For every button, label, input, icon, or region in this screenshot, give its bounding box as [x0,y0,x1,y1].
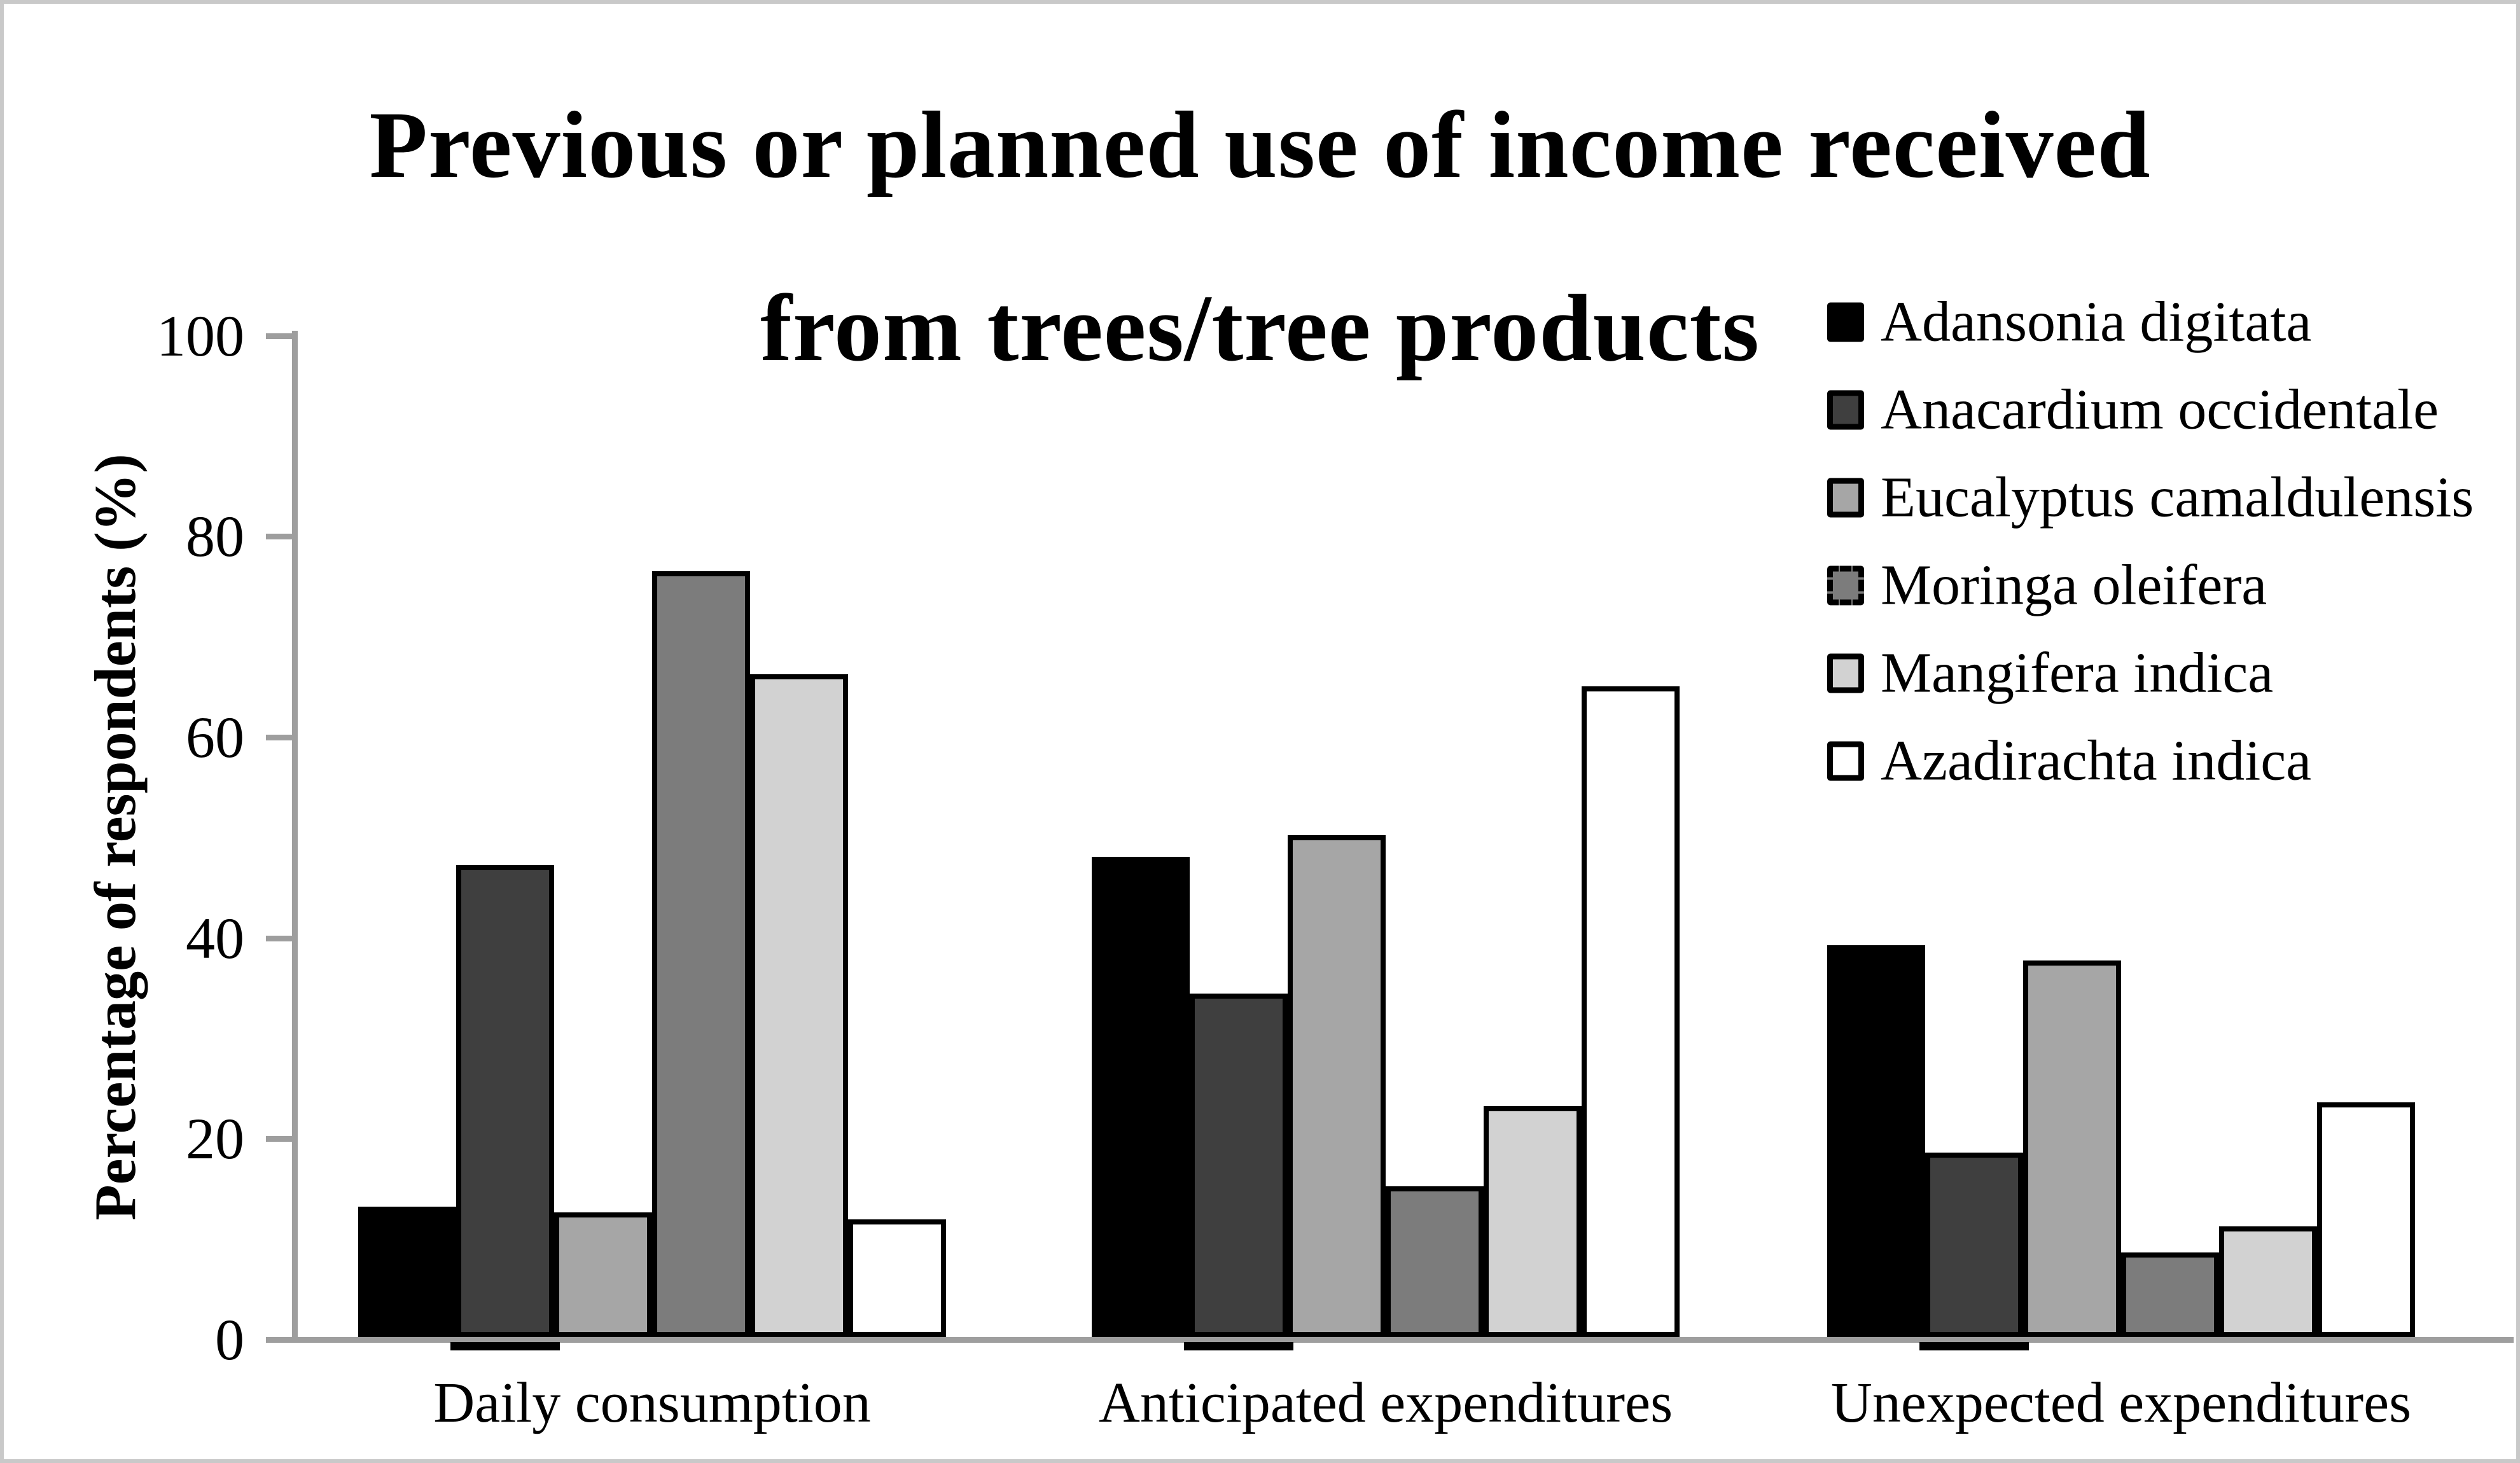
bar-group-2 [1092,333,1680,1337]
legend-item: Moringa oleifera [1827,553,2267,618]
bar-group-1 [358,333,946,1337]
legend-item: Anacardium occidentale [1827,377,2439,443]
legend-swatch [1827,390,1864,429]
bar [2121,1252,2219,1337]
bar-underline-artifact [1184,1342,1293,1350]
bar [1386,1186,1484,1337]
bar [456,865,554,1337]
legend-item: Eucalyptus camaldulensis [1827,465,2474,530]
legend-label: Azadirachta indica [1881,729,2312,793]
legend-item: Adansonia digitata [1827,289,2311,355]
y-tick-mark [266,734,295,740]
bar [652,571,750,1337]
bar [2023,960,2121,1337]
y-tick-label: 0 [215,1307,244,1372]
legend-swatch [1827,741,1864,780]
bar [358,1207,456,1337]
bar [1582,686,1680,1337]
y-tick-mark [266,534,295,540]
x-category-label: Anticipated expenditures [1098,1371,1673,1434]
y-tick-label: 20 [186,1106,244,1172]
bar [554,1212,652,1337]
legend-label: Anacardium occidentale [1881,378,2439,441]
legend-swatch [1827,302,1864,342]
x-category-label: Unexpected expenditures [1830,1371,2412,1434]
y-tick-mark [266,935,295,941]
legend-swatch [1827,653,1864,693]
y-tick-mark [266,1337,295,1343]
y-tick-mark [266,1136,295,1142]
bar-underline-artifact [450,1342,560,1350]
bar [1827,945,1925,1337]
legend-swatch [1827,478,1864,517]
chart-title: Previous or planned use of income receiv… [4,53,2516,420]
bar [2317,1102,2415,1337]
legend-swatch [1827,565,1864,605]
legend-item: Azadirachta indica [1827,728,2311,794]
y-tick-label: 40 [186,905,244,971]
bar-underline-artifact [1919,1342,2029,1350]
legend-label: Mangifera indica [1881,641,2274,705]
chart-title-line-1: Previous or planned use of income receiv… [369,92,2151,198]
bar [750,674,848,1337]
x-category-label: Daily consumption [433,1371,871,1434]
bar-group-3 [1827,333,2415,1337]
y-tick-label: 80 [186,504,244,569]
legend-label: Eucalyptus camaldulensis [1881,466,2474,529]
bar [1288,835,1386,1337]
legend-label: Adansonia digitata [1881,290,2312,354]
bar [1484,1106,1582,1337]
chart-title-line-2: from trees/tree products [760,275,1760,381]
y-tick-mark [266,333,295,339]
bar [1925,1153,2023,1337]
y-tick-label: 100 [157,303,244,368]
bar [848,1219,946,1337]
bar [1092,857,1190,1337]
bar [2219,1226,2317,1337]
y-axis-line [292,331,298,1343]
x-axis-line [266,1337,2514,1343]
legend-item: Mangifera indica [1827,641,2273,706]
bar [1190,994,1288,1337]
legend-label: Moringa oleifera [1881,553,2267,617]
y-tick-label: 60 [186,704,244,770]
